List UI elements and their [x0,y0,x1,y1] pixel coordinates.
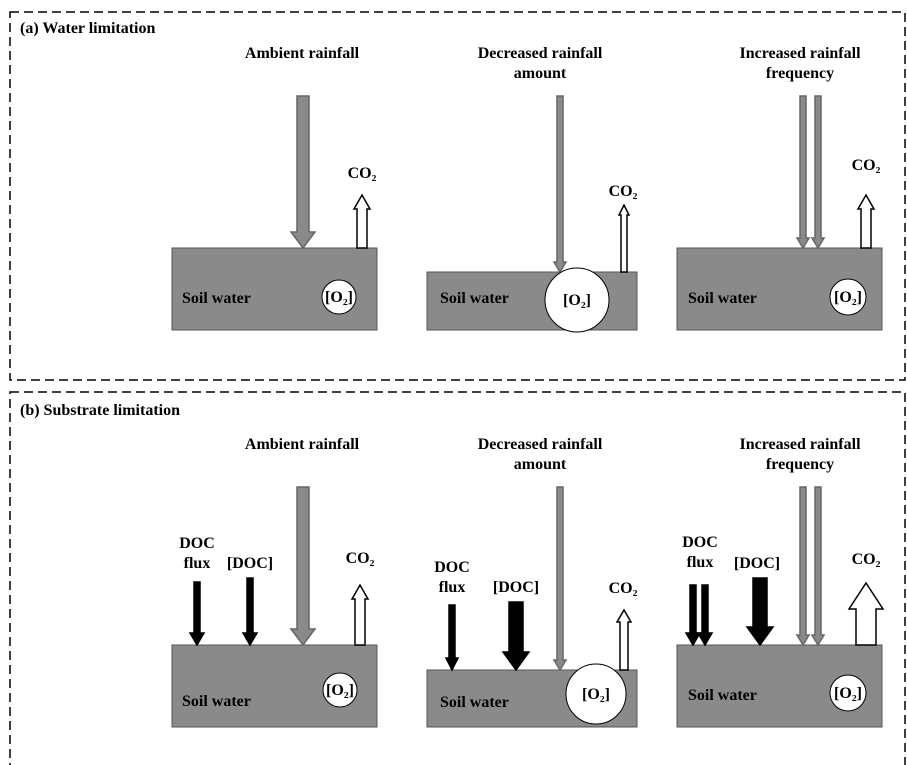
doc-arrow [241,577,259,647]
o2-label: [O₂] [834,685,862,702]
co2-label: CO₂ [852,157,881,174]
o2-label: [O₂] [326,682,354,699]
scenario-heading: Ambient rainfall [245,45,360,62]
o2-circle [544,267,610,333]
o2-label: [O₂] [834,289,862,306]
panel-title: (b) Substrate limitation [20,402,180,419]
o2-label: [O₂] [563,292,591,309]
o2-circle [322,672,358,708]
o2-circle [565,663,627,725]
rain-arrow [552,95,568,274]
doc-flux-label: flux [439,579,466,596]
scenario-heading: Ambient rainfall [245,436,360,453]
co2-arrow [350,583,370,646]
doc-flux-arrow [684,584,702,647]
soil-label: Soil water [688,290,757,307]
doc-label: [DOC] [493,579,539,596]
scenario-heading: Increased rainfall [739,436,861,453]
soil-label: Soil water [182,693,251,710]
doc-flux-label: flux [184,555,211,572]
co2-arrow [615,608,633,671]
panel-frame [9,11,906,381]
soil-label: Soil water [440,694,509,711]
o2-label: [O₂] [582,686,610,703]
o2-circle [829,674,867,712]
panel-title: (a) Water limitation [20,20,155,37]
scenario-heading: Increased rainfall [739,45,861,62]
soil-label: Soil water [182,290,251,307]
o2-circle [321,279,357,315]
co2-arrow [847,581,885,646]
co2-label: CO₂ [609,183,638,200]
doc-flux-label: DOC [682,534,718,551]
soil-label: Soil water [440,290,509,307]
rain-arrow [289,95,317,250]
rain-arrow [810,486,826,647]
panel-frame [9,391,906,765]
o2-label: [O₂] [325,289,353,306]
doc-flux-arrow [444,604,460,672]
scenario-heading: frequency [766,65,834,82]
rain-arrow [795,486,811,647]
co2-arrow [617,203,631,273]
doc-flux-arrow [188,581,206,647]
doc-flux-arrow [696,584,714,647]
rain-arrow [289,486,317,647]
doc-label: [DOC] [227,555,273,572]
scenario-heading: amount [514,65,567,82]
scenario-heading: Decreased rainfall [478,436,603,453]
doc-flux-label: flux [687,554,714,571]
doc-flux-label: DOC [179,535,215,552]
scenario-heading: Decreased rainfall [478,45,603,62]
co2-label: CO₂ [852,551,881,568]
doc-label: [DOC] [734,555,780,572]
doc-arrow [745,577,775,647]
co2-arrow [352,193,372,249]
rain-arrow [552,486,568,672]
co2-label: CO₂ [346,550,375,567]
doc-arrow [501,601,531,672]
rain-arrow [810,95,826,250]
co2-arrow [856,193,876,249]
o2-circle [829,278,867,316]
scenario-heading: frequency [766,456,834,473]
scenario-heading: amount [514,456,567,473]
soil-label: Soil water [688,687,757,704]
co2-label: CO₂ [609,580,638,597]
rain-arrow [795,95,811,250]
co2-label: CO₂ [348,165,377,182]
doc-flux-label: DOC [434,559,470,576]
